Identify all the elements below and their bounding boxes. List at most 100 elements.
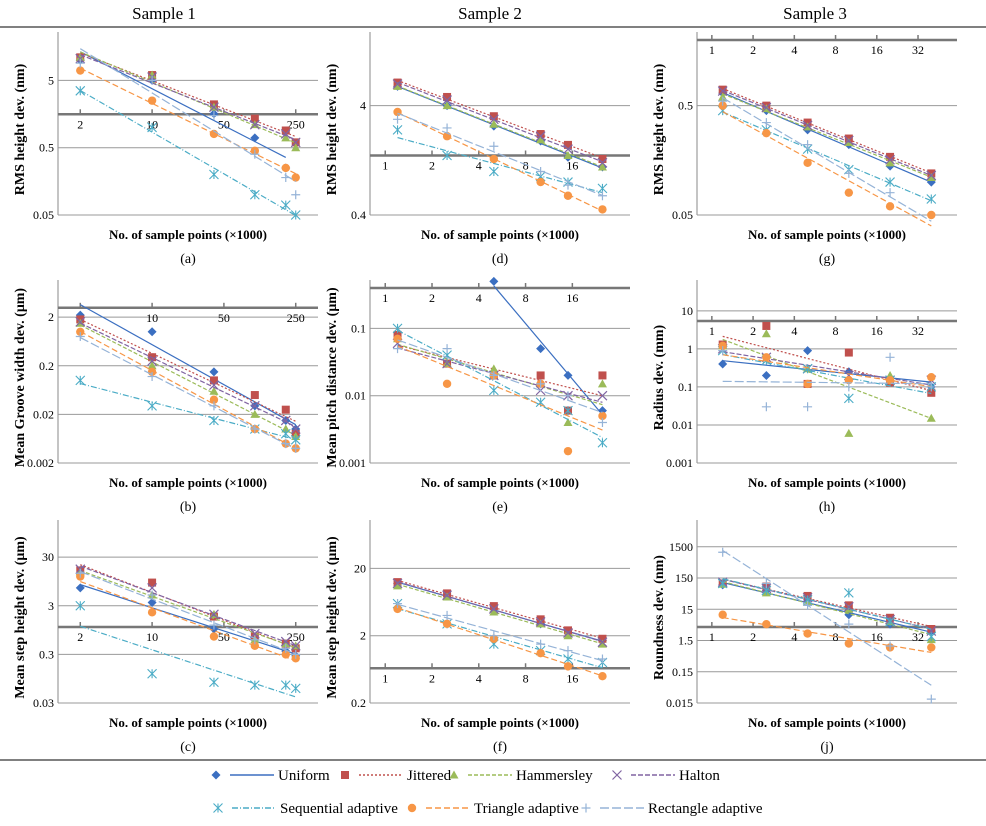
data-point-triangle-adaptive bbox=[718, 610, 727, 619]
panel-label: (g) bbox=[819, 252, 836, 267]
data-point-rectangle-adaptive bbox=[926, 382, 936, 392]
legend-label: Uniform bbox=[278, 768, 330, 784]
data-point-halton bbox=[209, 102, 219, 113]
x-axis-label: No. of sample points (×1000) bbox=[748, 475, 906, 490]
x-tick-label: 32 bbox=[912, 43, 924, 57]
data-point-triangle-adaptive bbox=[147, 608, 157, 617]
legend-label: Sequential adaptive bbox=[280, 801, 398, 817]
trend-line-sequential-adaptive bbox=[722, 354, 932, 395]
trend-line-rectangle-adaptive bbox=[79, 48, 297, 182]
legend-marker bbox=[581, 803, 591, 813]
trend-line-rectangle-adaptive bbox=[80, 571, 296, 655]
data-point-rectangle-adaptive bbox=[844, 382, 854, 392]
trend-line-jittered bbox=[80, 52, 296, 138]
data-point-sequential-adaptive bbox=[75, 85, 86, 96]
data-point-halton bbox=[761, 102, 772, 113]
data-point-sequential-adaptive bbox=[926, 631, 937, 642]
trend-line-halton bbox=[80, 565, 296, 647]
x-tick-label: 8 bbox=[833, 43, 839, 57]
y-tick-label: 0.2 bbox=[351, 696, 366, 710]
data-point-sequential-adaptive bbox=[597, 437, 608, 448]
data-point-rectangle-adaptive bbox=[885, 188, 895, 198]
data-point-halton bbox=[280, 636, 291, 647]
data-point-hammersley bbox=[489, 119, 499, 128]
data-point-sequential-adaptive bbox=[75, 375, 86, 386]
legend-item-halton: Halton bbox=[612, 768, 720, 784]
data-point-rectangle-adaptive bbox=[597, 654, 607, 664]
data-point-halton bbox=[147, 356, 158, 366]
data-point-sequential-adaptive bbox=[280, 428, 291, 439]
trend-line-uniform bbox=[722, 581, 932, 633]
x-tick-label: 2 bbox=[429, 671, 435, 685]
data-point-uniform bbox=[209, 367, 219, 377]
y-tick-label: 1 bbox=[687, 342, 693, 356]
x-tick-label: 16 bbox=[871, 324, 883, 338]
legend-item-uniform: Uniform bbox=[211, 768, 330, 784]
data-point-uniform bbox=[75, 583, 85, 593]
x-tick-label: 10 bbox=[146, 311, 158, 325]
data-point-halton bbox=[488, 114, 499, 125]
data-point-halton bbox=[75, 316, 86, 327]
data-point-rectangle-adaptive bbox=[597, 191, 607, 201]
data-point-halton bbox=[442, 358, 452, 369]
data-point-halton bbox=[597, 637, 608, 648]
y-tick-label: 2 bbox=[48, 310, 54, 324]
data-point-hammersley bbox=[536, 135, 546, 144]
data-point-sequential-adaptive bbox=[290, 683, 301, 694]
data-point-rectangle-adaptive bbox=[718, 547, 728, 557]
x-tick-label: 32 bbox=[912, 630, 924, 644]
y-tick-label: 0.015 bbox=[666, 696, 693, 710]
data-point-rectangle-adaptive bbox=[761, 579, 771, 589]
panel-j: 1500 150 15 1.5 0.15 0.015 1 2 4 8 16 32 Roundness d… bbox=[652, 520, 957, 755]
y-tick-label: 0.4 bbox=[351, 208, 366, 222]
data-point-halton bbox=[392, 79, 403, 89]
data-point-triangle-adaptive bbox=[563, 191, 573, 200]
data-point-sequential-adaptive bbox=[885, 616, 895, 627]
data-point-hammersley bbox=[147, 361, 157, 370]
y-tick-label: 0.002 bbox=[27, 456, 54, 470]
data-point-rectangle-adaptive bbox=[250, 149, 260, 159]
trend-line-jittered bbox=[80, 564, 296, 649]
panel-e: 0.1 0.01 0.001 1 2 4 8 16 Mean pitch distance de… bbox=[325, 276, 630, 515]
data-point-sequential-adaptive bbox=[926, 194, 937, 204]
data-point-halton bbox=[488, 603, 499, 614]
x-tick-label: 1 bbox=[382, 291, 388, 305]
panel-label: (e) bbox=[492, 500, 508, 515]
data-point-rectangle-adaptive bbox=[761, 402, 771, 412]
data-point-rectangle-adaptive bbox=[393, 599, 403, 609]
x-tick-label: 8 bbox=[523, 159, 529, 173]
y-tick-label: 0.15 bbox=[672, 665, 693, 679]
y-axis-label: Radius dev. (mm) bbox=[652, 324, 667, 430]
x-tick-label: 2 bbox=[429, 159, 435, 173]
y-axis-label: RMS height dev. (nm) bbox=[325, 63, 340, 195]
data-point-halton bbox=[280, 415, 291, 426]
trend-line-jittered bbox=[722, 88, 932, 174]
legend-item-jittered: Jittered bbox=[341, 768, 452, 784]
data-point-rectangle-adaptive bbox=[147, 590, 157, 600]
x-tick-label: 10 bbox=[146, 630, 158, 644]
data-point-rectangle-adaptive bbox=[761, 118, 771, 128]
data-point-triangle-adaptive bbox=[536, 648, 545, 658]
data-point-jittered bbox=[489, 602, 498, 611]
data-point-jittered bbox=[598, 371, 607, 380]
data-point-rectangle-adaptive bbox=[250, 635, 260, 645]
data-point-rectangle-adaptive bbox=[147, 372, 157, 382]
data-point-rectangle-adaptive bbox=[75, 332, 85, 342]
data-point-triangle-adaptive bbox=[598, 672, 607, 681]
data-point-triangle-adaptive bbox=[489, 154, 499, 164]
data-point-hammersley bbox=[563, 150, 573, 159]
data-point-sequential-adaptive bbox=[488, 166, 499, 177]
data-point-rectangle-adaptive bbox=[563, 180, 573, 190]
panel-label: (f) bbox=[493, 740, 507, 755]
panel-label: (d) bbox=[492, 252, 509, 267]
data-point-jittered bbox=[281, 126, 290, 135]
data-point-jittered bbox=[536, 130, 545, 139]
data-point-jittered bbox=[563, 626, 572, 635]
data-point-halton bbox=[249, 400, 260, 411]
data-point-rectangle-adaptive bbox=[536, 379, 546, 389]
data-point-hammersley bbox=[209, 386, 219, 395]
x-axis-label: No. of sample points (×1000) bbox=[109, 715, 267, 730]
data-point-uniform bbox=[761, 370, 771, 380]
data-point-triangle-adaptive bbox=[442, 379, 452, 389]
data-point-jittered bbox=[844, 348, 853, 357]
